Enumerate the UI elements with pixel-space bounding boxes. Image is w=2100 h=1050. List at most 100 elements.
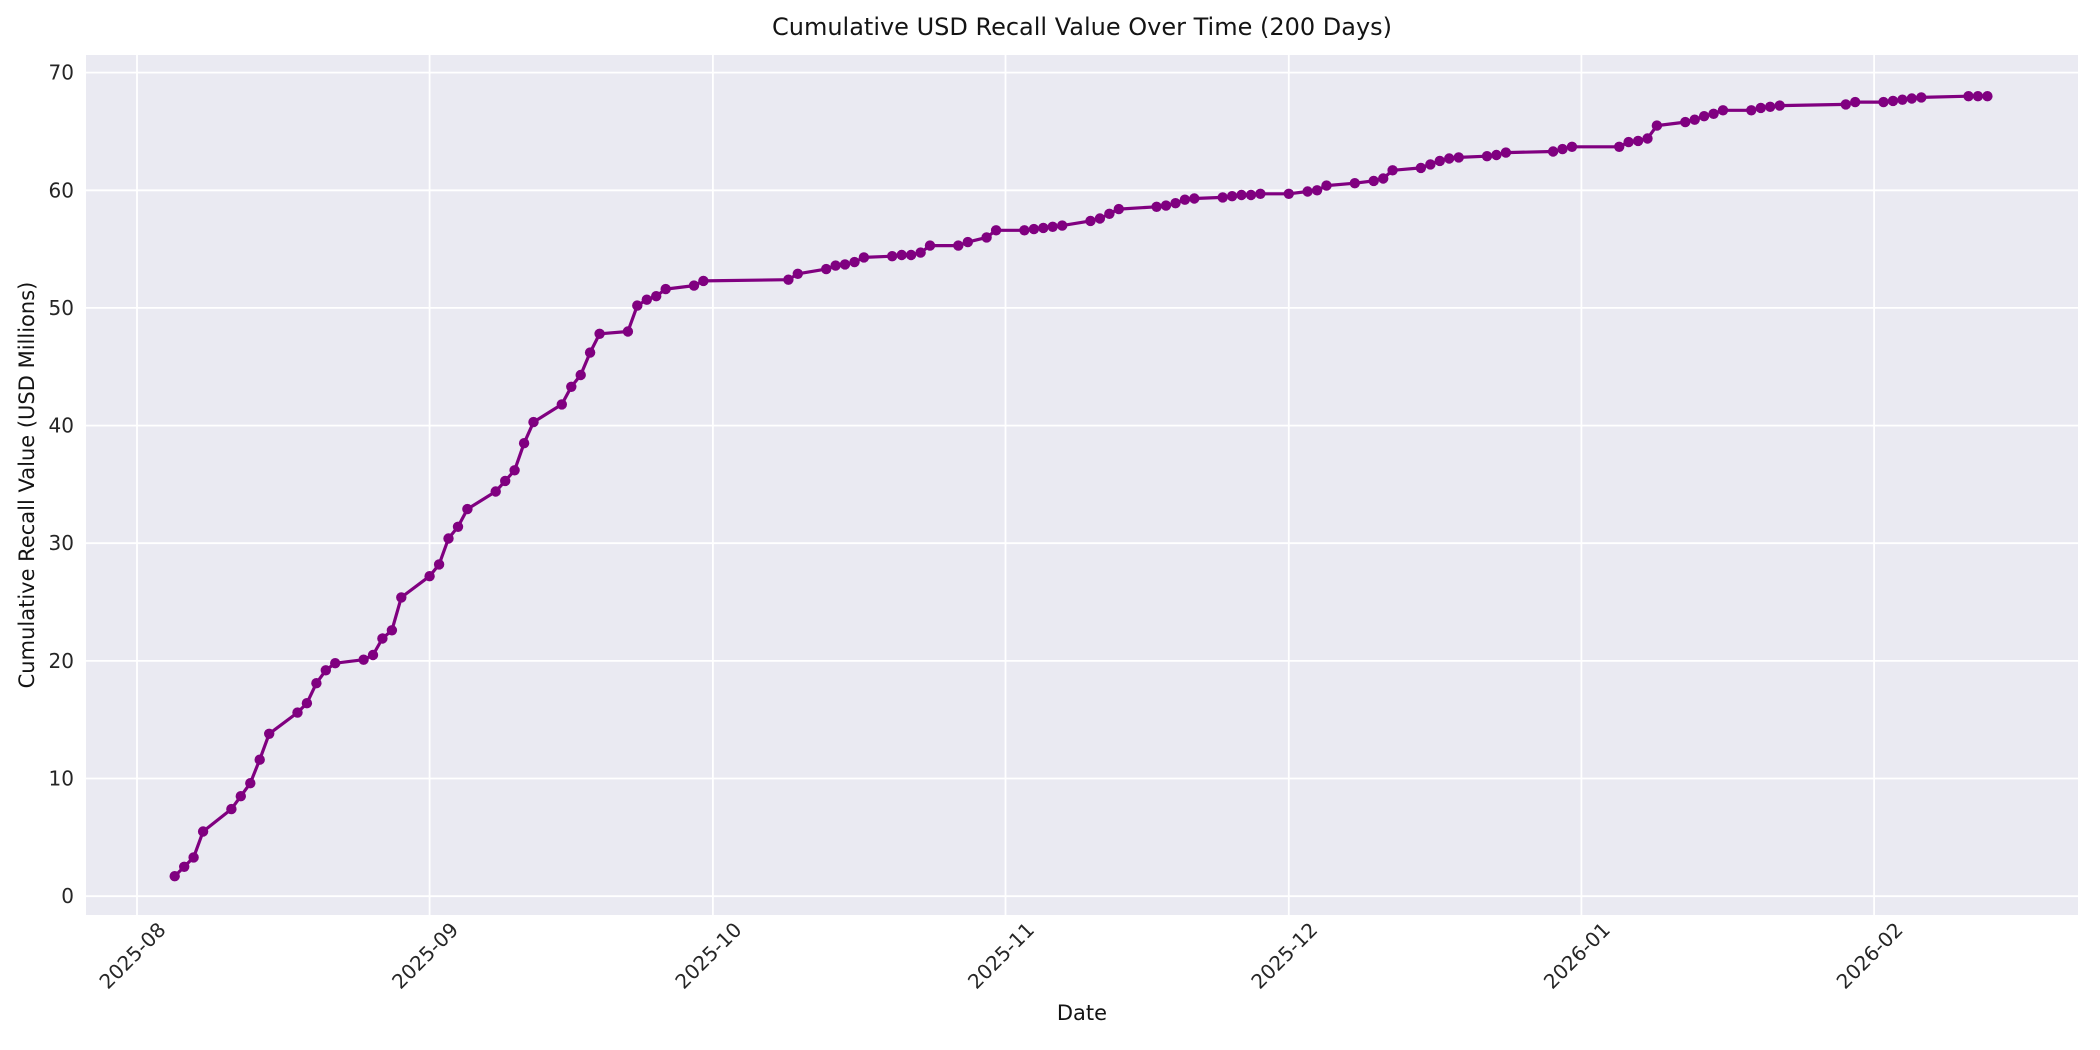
data-point-marker	[1038, 222, 1049, 234]
data-point-marker	[1236, 189, 1247, 201]
data-point-marker	[1897, 94, 1908, 105]
y-tick-label: 20	[49, 649, 74, 673]
data-point-marker	[452, 521, 464, 532]
data-point-marker	[1321, 180, 1332, 191]
data-point-marker	[1160, 200, 1172, 211]
data-point-marker	[1982, 91, 1993, 102]
y-tick-label: 30	[49, 531, 74, 555]
data-point-marker	[1453, 152, 1464, 163]
data-point-marker	[386, 625, 398, 636]
data-point-marker	[301, 698, 313, 709]
data-point-marker	[1689, 114, 1700, 125]
data-point-marker	[1104, 208, 1115, 219]
data-point-marker	[1425, 159, 1436, 170]
data-point-marker	[1906, 93, 1918, 104]
data-point-marker	[641, 294, 652, 305]
data-point-marker	[839, 259, 851, 270]
data-point-marker	[1614, 141, 1625, 152]
y-tick-label: 0	[61, 884, 74, 908]
data-point-marker	[1444, 153, 1455, 164]
data-point-marker	[264, 728, 275, 739]
data-point-marker	[1642, 133, 1653, 144]
data-point-marker	[292, 707, 303, 718]
chart-title: Cumulative USD Recall Value Over Time (2…	[771, 13, 1393, 41]
data-point-marker	[651, 291, 662, 302]
data-point-marker	[896, 249, 907, 261]
data-point-marker	[330, 658, 341, 669]
data-point-marker	[1557, 143, 1568, 155]
data-point-marker	[915, 247, 926, 258]
data-point-marker	[500, 475, 511, 487]
data-point-marker	[1226, 191, 1238, 202]
data-point-marker	[1349, 178, 1361, 189]
data-point-marker	[1151, 201, 1162, 212]
data-point-marker	[1057, 220, 1068, 231]
data-point-marker	[660, 283, 671, 295]
data-point-marker	[1217, 192, 1228, 203]
data-point-marker	[1878, 96, 1889, 108]
data-point-marker	[1085, 215, 1096, 227]
y-tick-label: 50	[49, 296, 74, 320]
x-tick-label: 2025-10	[670, 918, 746, 994]
data-point-marker	[1680, 116, 1691, 128]
y-tick-label: 10	[49, 767, 74, 791]
data-point-marker	[830, 260, 841, 271]
data-point-marker	[1170, 198, 1181, 209]
data-point-marker	[245, 778, 256, 789]
data-point-marker	[575, 369, 586, 381]
data-point-marker	[1283, 188, 1295, 199]
data-point-marker	[462, 503, 473, 515]
data-point-marker	[1415, 162, 1427, 174]
data-point-marker	[396, 592, 407, 603]
data-point-marker	[1566, 141, 1578, 152]
data-point-marker	[1500, 147, 1512, 158]
data-point-marker	[594, 328, 605, 339]
data-point-marker	[1179, 194, 1191, 205]
data-point-marker	[1245, 189, 1257, 201]
data-point-marker	[1651, 120, 1663, 131]
data-point-marker	[953, 240, 964, 251]
data-point-marker	[197, 826, 209, 837]
x-axis-label: Date	[1056, 1001, 1108, 1025]
data-point-marker	[424, 571, 435, 582]
data-point-marker	[1774, 100, 1785, 111]
data-point-marker	[1698, 111, 1710, 122]
data-point-marker	[1972, 91, 1984, 102]
data-point-marker	[1755, 102, 1767, 114]
data-point-marker	[1255, 188, 1266, 199]
data-point-marker	[622, 326, 634, 337]
x-tick-label: 2025-12	[1246, 918, 1322, 994]
data-point-marker	[1311, 185, 1323, 196]
data-point-marker	[1368, 175, 1379, 187]
data-point-marker	[962, 236, 973, 248]
data-point-marker	[1491, 149, 1502, 161]
x-tick-label: 2025-08	[94, 918, 170, 994]
data-point-marker	[1434, 155, 1446, 167]
data-point-marker	[1028, 223, 1040, 235]
data-point-marker	[849, 256, 860, 268]
data-point-marker	[188, 852, 199, 863]
data-point-marker	[528, 416, 539, 428]
data-point-marker	[1916, 92, 1927, 103]
data-point-marker	[518, 438, 530, 449]
data-point-marker	[509, 465, 520, 476]
data-point-marker	[1047, 221, 1058, 232]
data-point-marker	[1387, 165, 1398, 176]
data-point-marker	[377, 633, 388, 644]
data-point-marker	[1019, 225, 1030, 236]
data-point-marker	[1746, 105, 1757, 116]
data-point-marker	[1113, 203, 1125, 215]
data-point-marker	[1302, 186, 1313, 197]
data-point-marker	[632, 300, 643, 311]
data-point-marker	[1887, 95, 1899, 107]
data-point-marker	[367, 649, 379, 661]
plot-area	[86, 55, 2078, 915]
data-point-marker	[254, 754, 265, 765]
data-point-marker	[1378, 173, 1389, 184]
data-point-marker	[1094, 213, 1106, 224]
y-tick-label: 70	[49, 61, 74, 85]
data-point-marker	[556, 399, 567, 410]
data-point-marker	[905, 249, 917, 261]
data-point-marker	[858, 252, 870, 263]
